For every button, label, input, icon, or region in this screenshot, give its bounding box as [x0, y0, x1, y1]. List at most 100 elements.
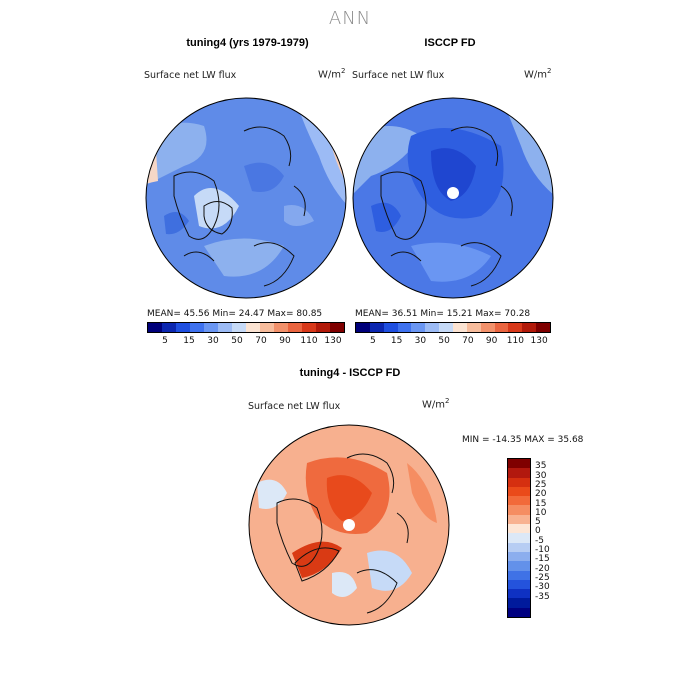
- right-units-label: W/m2: [524, 67, 552, 81]
- left-coastline: [183, 251, 215, 262]
- colorbar-swatch: [480, 323, 495, 332]
- left-field-patch: [146, 146, 158, 184]
- colorbar-tick-label: 110: [300, 336, 318, 346]
- colorbar-swatch: [425, 323, 440, 332]
- colorbar-tick-label: 70: [255, 336, 267, 346]
- colorbar-tick-label: -20: [535, 563, 550, 574]
- colorbar-swatch: [330, 323, 344, 332]
- diff-coastline: [276, 498, 323, 567]
- colorbar-swatch: [232, 323, 246, 332]
- left-field-patch: [284, 205, 314, 226]
- colorbar-tick-label: 15: [183, 336, 195, 346]
- diff-coastline: [356, 569, 398, 614]
- diff-field-patch: [367, 550, 412, 591]
- colorbar-tick-label: 15: [390, 336, 403, 346]
- colorbar-swatch: [508, 598, 530, 608]
- colorbar-swatch: [148, 323, 162, 332]
- colorbar-tick-label: 15: [535, 498, 547, 509]
- colorbar-tick-label: 90: [279, 336, 291, 346]
- colorbar-swatch: [494, 323, 509, 332]
- colorbar-swatch: [508, 514, 530, 525]
- right-pole-hole: [447, 187, 459, 199]
- left-coastline: [243, 126, 292, 167]
- right-coastline: [500, 185, 513, 217]
- colorbar-swatch: [508, 589, 530, 599]
- colorbar-tick-label: 30: [535, 470, 547, 481]
- colorbar-swatch: [274, 323, 288, 332]
- colorbar-tick-label: 0: [535, 526, 541, 537]
- left-field-patch: [244, 162, 284, 192]
- colorbar-swatch: [466, 323, 481, 332]
- colorbar-swatch: [260, 323, 274, 332]
- colorbar-swatch: [204, 323, 218, 332]
- left-units-label: W/m2: [318, 67, 346, 81]
- colorbar-swatch: [522, 323, 537, 332]
- right-colorbar: 5 15 30 50 70 90 110 130: [355, 322, 551, 346]
- diff-units-label: W/m2: [422, 397, 450, 411]
- right-variable-label: Surface net LW flux: [352, 70, 445, 81]
- colorbar-tick-label: 5: [162, 336, 168, 346]
- diff-field-patch: [407, 463, 437, 523]
- diff-field-patch: [292, 541, 342, 578]
- diff-panel-title: tuning4 - ISCCP FD: [299, 367, 401, 379]
- colorbar-swatch: [190, 323, 204, 332]
- colorbar-swatch: [508, 561, 530, 571]
- colorbar-tick-label: -25: [535, 572, 550, 583]
- colorbar-swatch: [316, 323, 330, 332]
- colorbar-tick-label: 20: [535, 489, 547, 500]
- diff-variable-label: Surface net LW flux: [248, 401, 341, 412]
- diff-colorbar: [507, 458, 531, 619]
- right-colorbar-labels: 5 15 30 50 70 90 110 130: [355, 336, 551, 346]
- figure-title: ANN: [328, 8, 372, 29]
- colorbar-swatch: [246, 323, 260, 332]
- right-stats: MEAN= 36.51 Min= 15.21 Max= 70.28: [355, 309, 531, 319]
- right-colorbar-swatches: [355, 322, 551, 333]
- colorbar-swatch: [397, 323, 412, 332]
- diff-coastline: [396, 512, 409, 544]
- colorbar-tick-label: 5: [535, 517, 541, 528]
- left-panel-title: tuning4 (yrs 1979-1979): [186, 37, 309, 49]
- left-colorbar-labels: 5 15 30 50 70 90 110 130: [147, 336, 345, 346]
- colorbar-tick-label: 130: [530, 336, 548, 346]
- colorbar-swatch: [508, 496, 530, 506]
- colorbar-swatch: [439, 323, 454, 332]
- colorbar-swatch: [508, 323, 523, 332]
- left-map-border: [145, 97, 347, 299]
- right-coastline: [460, 242, 502, 287]
- colorbar-tick-label: 110: [506, 336, 524, 346]
- colorbar-tick-label: 50: [438, 336, 450, 346]
- colorbar-tick-label: 10: [535, 507, 547, 518]
- colorbar-swatch: [508, 542, 530, 552]
- left-colorbar-swatches: [147, 322, 345, 333]
- diff-field-patch: [332, 572, 357, 597]
- right-coastline: [390, 251, 422, 262]
- colorbar-swatch: [508, 533, 530, 543]
- colorbar-swatch: [508, 551, 530, 562]
- colorbar-tick-label: 5: [370, 336, 376, 346]
- colorbar-swatch: [508, 524, 530, 534]
- colorbar-swatch: [356, 323, 370, 332]
- colorbar-swatch: [176, 323, 190, 332]
- diff-pole-hole: [343, 519, 355, 531]
- colorbar-tick-label: 30: [414, 336, 427, 346]
- colorbar-swatch: [411, 323, 426, 332]
- left-variable-label: Surface net LW flux: [144, 70, 237, 81]
- diff-polar-map: [248, 424, 450, 626]
- colorbar-swatch: [508, 579, 530, 590]
- right-panel-title: ISCCP FD: [424, 37, 476, 49]
- colorbar-tick-label: -15: [535, 554, 550, 565]
- left-stats: MEAN= 45.56 Min= 24.47 Max= 80.85: [147, 309, 323, 319]
- diff-coastline: [294, 547, 340, 582]
- left-polar-map: [145, 97, 347, 299]
- diff-map-border: [248, 424, 450, 626]
- diff-minmax: MIN = -14.35 MAX = 35.68: [462, 435, 584, 445]
- right-polar-map: [352, 97, 554, 299]
- colorbar-tick-label: 130: [324, 336, 342, 346]
- diff-coastline: [346, 453, 395, 494]
- colorbar-swatch: [508, 570, 530, 580]
- colorbar-tick-label: -30: [535, 582, 550, 593]
- right-coastline: [450, 126, 499, 167]
- colorbar-tick-label: 70: [462, 336, 474, 346]
- left-coastline: [293, 185, 306, 217]
- left-field-patch: [194, 188, 239, 229]
